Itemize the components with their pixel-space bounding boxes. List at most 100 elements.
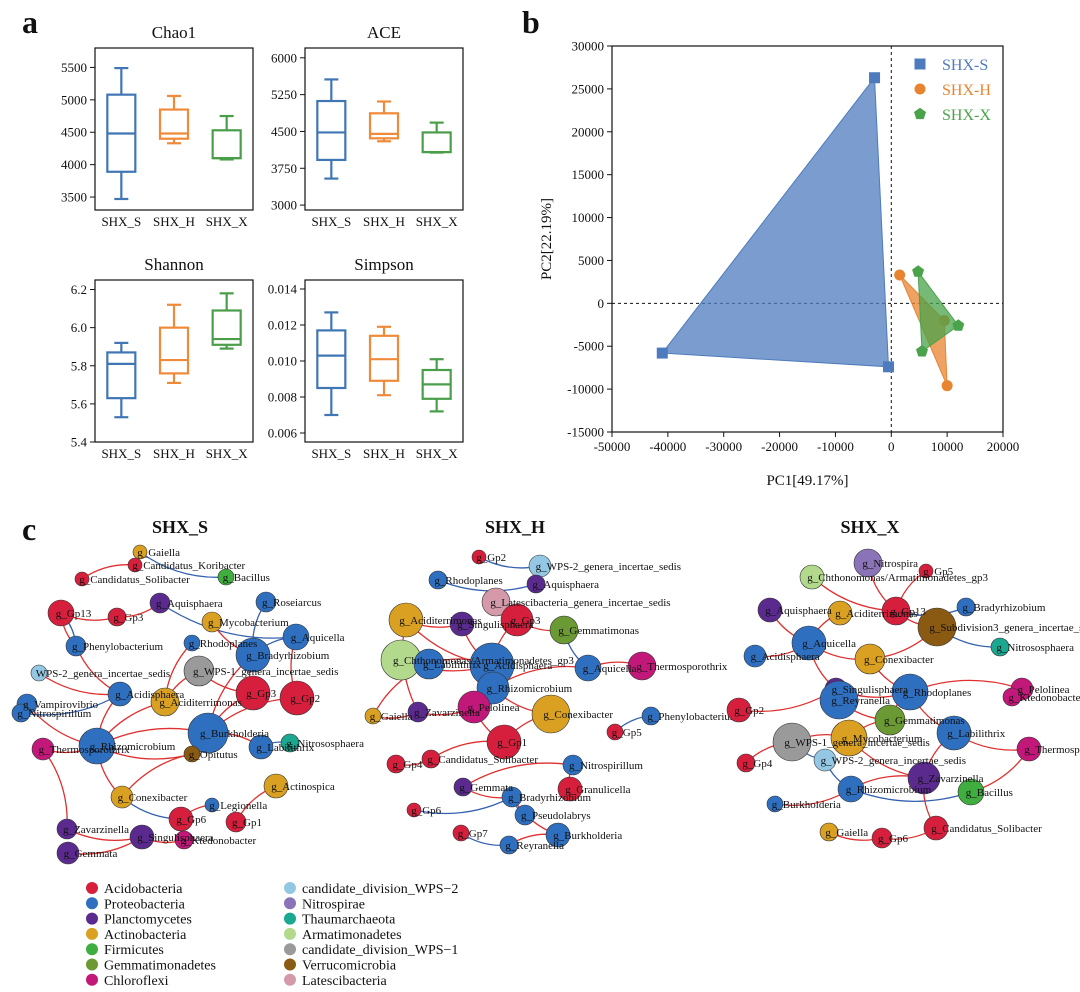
- legend-label: Planctomycetes: [104, 913, 192, 928]
- node-label: g_Gaiella: [137, 547, 180, 559]
- node-label: g_Candidatus_Solibacter: [427, 754, 538, 766]
- network-node: [627, 651, 657, 681]
- legend-swatch: [284, 912, 296, 925]
- network-node: [799, 564, 825, 590]
- network-node: [549, 615, 579, 645]
- node-label: g_Zavarzinella: [63, 824, 129, 836]
- legend-swatch: [284, 927, 296, 940]
- y-tick-label: 5000: [61, 92, 87, 107]
- network-node: [47, 599, 75, 627]
- legend-label: SHX-H: [942, 82, 991, 99]
- network-node: [204, 797, 220, 813]
- node-label: g_Gp7: [458, 828, 488, 840]
- network-node: [31, 737, 55, 761]
- x-tick-label: 10000: [931, 439, 964, 454]
- legend-marker: [914, 107, 926, 120]
- x-tick-label: SHX_S: [101, 214, 141, 229]
- network-labels: g_Nitrospira g_Gp5g_Chthonomonas/Armatimo…: [734, 558, 1080, 845]
- node-label: g_Aquicella: [802, 638, 856, 650]
- node-label: g_Bradyrhizobium: [246, 650, 330, 662]
- node-label: g_Bacillus: [966, 787, 1013, 799]
- network-node: [183, 634, 201, 652]
- node-label: g_Subdivision3_genera_incertae_sedis: [929, 622, 1080, 634]
- legend-swatch: [284, 897, 296, 910]
- network-node: [853, 548, 883, 578]
- box-iqr: [211, 129, 242, 160]
- node-label: g_Aquisphaera: [156, 598, 223, 610]
- network-node: [500, 603, 534, 637]
- y-tick-label: 0.014: [268, 282, 298, 297]
- legend-label: Latescibacteria: [302, 974, 388, 989]
- legend-item: candidate_division_WPS−1: [284, 943, 458, 958]
- node-label: g_Gp3: [511, 615, 541, 627]
- network-node: [545, 822, 571, 848]
- chart-title: Shannon: [144, 255, 204, 274]
- network-node: [481, 587, 511, 617]
- node-label: g_Gemmata: [64, 848, 118, 860]
- node-label: g_Gp2: [734, 705, 764, 717]
- network-node: [526, 574, 546, 594]
- node-label: g_Nitrospirillum: [17, 708, 91, 720]
- node-label: g_Mycobacterium: [842, 733, 923, 745]
- network-labels: g_Gp2 g_WPS-2_genera_incertae_sedis g_Rhod…: [370, 552, 739, 852]
- box-iqr: [106, 351, 137, 400]
- legend-item: Gemmatimonadetes: [86, 958, 216, 974]
- box-iqr: [421, 131, 452, 154]
- pca-plot: -15000-10000-500005000100001500020000250…: [539, 39, 1019, 490]
- legend-item: Actinobacteria: [86, 927, 187, 943]
- node-label: g_Labilithrix: [947, 728, 1006, 740]
- network-node: [421, 749, 441, 769]
- network-node: [557, 776, 583, 802]
- pca-frame: [611, 45, 1004, 433]
- network-node: [1016, 736, 1042, 762]
- node-label: g_Rhizomicrobium: [487, 683, 573, 695]
- box-SHX_X: [211, 292, 242, 350]
- network-node: [499, 835, 519, 855]
- network-node: [235, 675, 271, 711]
- panel-label-c: c: [22, 511, 36, 547]
- node-label: g_Reyranella: [831, 695, 890, 707]
- legend-swatch: [86, 973, 98, 986]
- node-label: g_Aciditerrimonas: [159, 697, 241, 709]
- node-label: g_Burkholderia: [553, 830, 622, 842]
- network-node: [406, 802, 422, 818]
- network-node: [263, 773, 289, 799]
- legend-label: Armatimonadetes: [302, 928, 402, 943]
- data-point: [894, 269, 906, 281]
- node-label: g_Singulisphaera: [457, 619, 533, 631]
- node-label: g_Opitutus: [189, 749, 238, 761]
- node-label: g_Rhodoplanes: [189, 638, 257, 650]
- network-node: [830, 719, 868, 757]
- node-label: g_Gp13: [56, 608, 92, 620]
- node-label: g_Gp6: [878, 833, 908, 845]
- y-tick-label: 15000: [572, 167, 605, 182]
- y-tick-label: 6000: [271, 50, 297, 65]
- y-tick-label: 3750: [271, 161, 297, 176]
- legend-swatch: [284, 958, 296, 971]
- x-tick-label: 20000: [987, 439, 1020, 454]
- node-label: g_Labilithrix: [256, 742, 315, 754]
- node-label: g_Conexibacter: [864, 654, 934, 666]
- network-node: [235, 637, 271, 673]
- network-node: [428, 570, 448, 590]
- node-label: g_Aciditerrimonas: [399, 615, 481, 627]
- x-tick-label: SHX_X: [416, 214, 459, 229]
- network-node: [917, 607, 957, 647]
- network-node: [918, 563, 934, 579]
- data-point: [912, 265, 925, 277]
- legend-swatch: [284, 882, 296, 894]
- network-node: [791, 625, 827, 661]
- node-label: g_Roseiarcus: [262, 597, 321, 609]
- legend-label: Firmicutes: [104, 943, 164, 958]
- network-node: [364, 707, 382, 725]
- box-SHX_X: [421, 121, 452, 154]
- network-node: [183, 745, 201, 763]
- group-hull: [917, 269, 960, 353]
- node-label: g_Gp1: [232, 817, 262, 829]
- x-tick-label: 0: [888, 439, 895, 454]
- network-node: [457, 690, 491, 724]
- data-point: [941, 380, 953, 392]
- network-node: [936, 715, 972, 751]
